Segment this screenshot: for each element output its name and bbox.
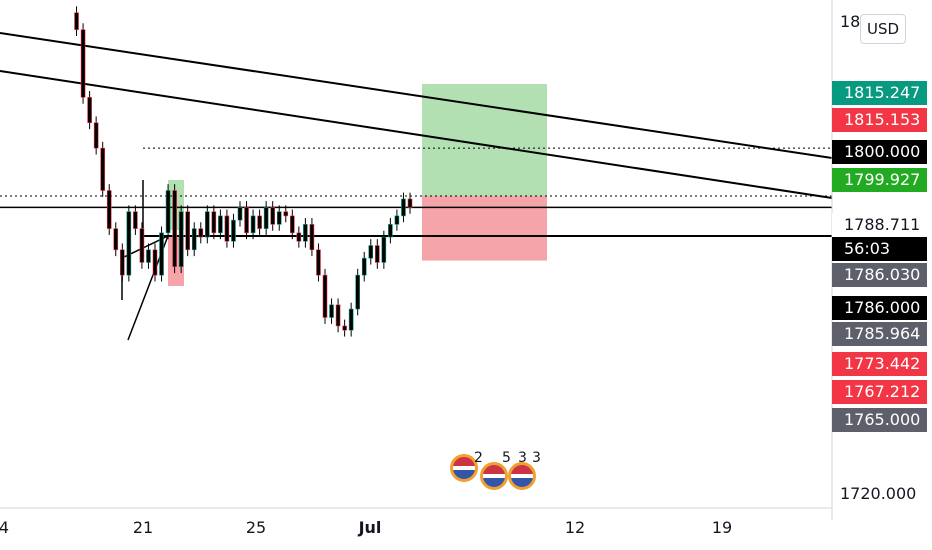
candle-body: [329, 304, 334, 318]
stop-zone[interactable]: [422, 195, 547, 261]
candle-body: [113, 228, 119, 251]
candle-body: [120, 249, 125, 276]
candle-body: [375, 245, 380, 263]
candle-body: [355, 274, 360, 310]
candle-body: [276, 211, 282, 225]
event-flag-icon[interactable]: [480, 462, 508, 490]
candle-body: [178, 211, 184, 268]
candle-body: [348, 308, 354, 331]
trendline-upper[interactable]: [0, 32, 833, 159]
candle-body: [244, 207, 249, 234]
price-label: 1785.964: [832, 322, 927, 346]
candle-body: [231, 219, 236, 242]
position-tool[interactable]: [168, 84, 547, 286]
candle-body: [309, 224, 315, 251]
candle-body: [211, 211, 217, 234]
price-label: 1767.212: [832, 380, 927, 404]
time-tick: 4: [0, 518, 10, 537]
candle-body: [283, 211, 289, 217]
candle-body: [263, 207, 269, 229]
candle-body: [257, 215, 262, 229]
candle-body: [185, 211, 190, 251]
candle-body: [165, 190, 171, 234]
currency-button[interactable]: USD: [860, 14, 906, 44]
target-zone[interactable]: [422, 84, 547, 196]
candle-body: [250, 215, 256, 234]
time-tick: 12: [564, 518, 586, 537]
event-flag-icon[interactable]: [450, 454, 478, 482]
price-label: 1773.442: [832, 352, 927, 376]
candle-body: [159, 232, 164, 276]
time-tick: 21: [132, 518, 154, 537]
price-label: 1786.030: [832, 263, 927, 287]
drawings[interactable]: [0, 32, 833, 341]
candle-body: [191, 228, 197, 251]
candle-body: [316, 249, 321, 276]
candle-body: [106, 190, 112, 229]
candle-body: [388, 224, 393, 238]
candle-body: [394, 215, 400, 225]
event-count: 3: [518, 450, 527, 466]
candle-body: [401, 198, 406, 217]
candle-body: [270, 207, 275, 225]
candle-body: [290, 215, 295, 234]
price-label: 1765.000: [832, 408, 927, 432]
candle-body: [303, 224, 308, 242]
candle-body: [152, 249, 158, 276]
candle-body: [126, 211, 132, 276]
event-count: 2: [474, 450, 483, 466]
price-label: 1800.000: [832, 140, 927, 164]
candle-body: [218, 215, 223, 234]
price-label: 56:03: [832, 237, 927, 261]
price-scale[interactable]: 18 00 1720.000 1815.2471815.1531800.0001…: [832, 0, 932, 520]
candle-body: [74, 12, 79, 30]
candle-body: [87, 97, 92, 124]
candle-body: [407, 198, 413, 208]
candle-body: [342, 325, 347, 331]
candle-body: [133, 211, 138, 229]
candle-body: [322, 274, 328, 318]
candle-body: [80, 29, 86, 98]
candle-body: [205, 211, 210, 238]
candle-body: [335, 304, 341, 327]
candle-body: [381, 236, 387, 263]
candle-body: [100, 147, 105, 191]
price-label: 1799.927: [832, 168, 927, 192]
price-tick-bottom: 1720.000: [840, 484, 917, 503]
candle-body: [237, 207, 243, 221]
candle-body: [172, 190, 177, 267]
price-label: 1788.711: [832, 213, 927, 237]
candle-body: [296, 232, 302, 242]
candle-body: [368, 245, 374, 259]
candle-body: [361, 257, 367, 276]
time-tick: Jul: [358, 518, 382, 537]
events-markers[interactable]: 2 5 3 3: [450, 448, 550, 498]
time-tick: 19: [711, 518, 733, 537]
candles: [74, 6, 413, 337]
time-tick: 25: [245, 518, 267, 537]
trendline-lower[interactable]: [0, 70, 833, 199]
event-count: 3: [532, 450, 541, 466]
price-label: 1815.247: [832, 81, 927, 105]
candle-body: [139, 228, 145, 263]
price-label: 1786.000: [832, 296, 927, 320]
event-count: 5: [502, 450, 511, 466]
candle-body: [198, 228, 204, 238]
candle-body: [93, 122, 99, 149]
price-label: 1815.153: [832, 108, 927, 132]
candle-body: [146, 249, 151, 263]
candle-body: [224, 215, 230, 242]
event-flag-icon[interactable]: [508, 462, 536, 490]
